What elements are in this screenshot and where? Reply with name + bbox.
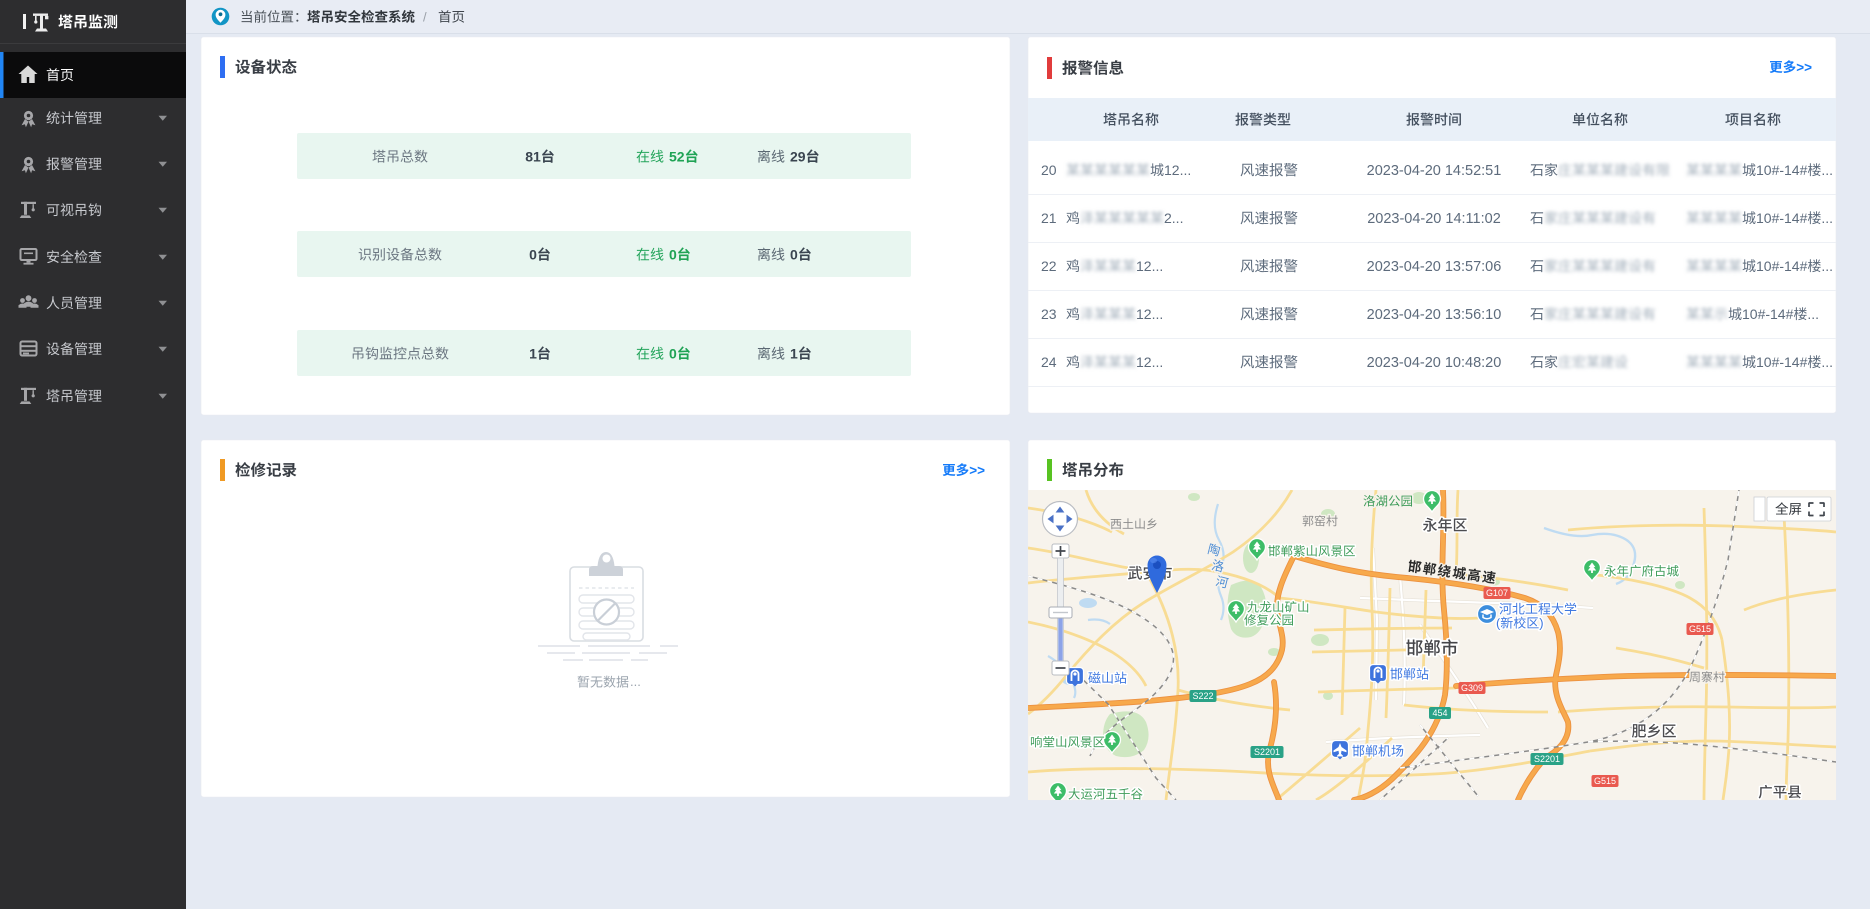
svg-text:>>: >> [969,463,985,478]
svg-text:10#-14#: 10#-14# [1756,162,1808,178]
svg-text:454: 454 [1432,708,1447,718]
svg-text:81: 81 [525,149,541,165]
svg-text:20: 20 [1041,162,1057,178]
svg-text:...: ... [1821,354,1833,370]
svg-text:2023-04-20 13:56:10: 2023-04-20 13:56:10 [1367,307,1502,323]
svg-text:29: 29 [790,149,806,165]
svg-text:0: 0 [669,346,677,362]
svg-text:G107: G107 [1486,588,1508,598]
svg-text:12...: 12... [1164,162,1191,178]
svg-text:S2201: S2201 [1254,747,1280,757]
svg-text:23: 23 [1041,306,1057,322]
svg-text:(: ( [1496,616,1501,631]
svg-text:10#-14#: 10#-14# [1756,354,1808,370]
svg-text:S2201: S2201 [1534,754,1560,764]
svg-text:2...: 2... [1164,210,1183,226]
svg-text:12...: 12... [1136,306,1163,322]
svg-text:...: ... [1821,162,1833,178]
svg-text:10#-14#: 10#-14# [1742,306,1794,322]
svg-text:12...: 12... [1136,258,1163,274]
svg-text:...: ... [1821,258,1833,274]
svg-text:0: 0 [669,247,677,263]
svg-text:10#-14#: 10#-14# [1756,210,1808,226]
svg-text:2023-04-20 13:57:06: 2023-04-20 13:57:06 [1367,259,1502,275]
svg-text:>>: >> [1796,60,1812,75]
svg-text:2023-04-20 14:52:51: 2023-04-20 14:52:51 [1367,163,1502,179]
svg-text:12...: 12... [1136,354,1163,370]
svg-text:G515: G515 [1689,624,1711,634]
svg-text:/: / [423,10,427,25]
svg-text:22: 22 [1041,258,1057,274]
svg-text:...: ... [630,674,641,689]
svg-text:...: ... [1821,210,1833,226]
svg-text:52: 52 [669,149,685,165]
svg-text:G515: G515 [1594,776,1616,786]
svg-text:G309: G309 [1461,683,1483,693]
svg-text:2023-04-20 10:48:20: 2023-04-20 10:48:20 [1367,355,1502,371]
svg-text:1: 1 [529,346,537,362]
svg-text:0: 0 [790,247,798,263]
svg-text:2023-04-20 14:11:02: 2023-04-20 14:11:02 [1367,211,1501,227]
svg-text:...: ... [1807,306,1819,322]
svg-text:10#-14#: 10#-14# [1756,258,1808,274]
svg-text:21: 21 [1041,210,1057,226]
svg-text:1: 1 [790,346,798,362]
svg-text:24: 24 [1041,354,1057,370]
svg-text:): ) [1539,616,1543,631]
svg-text:0: 0 [529,247,537,263]
svg-text:S222: S222 [1192,691,1213,701]
